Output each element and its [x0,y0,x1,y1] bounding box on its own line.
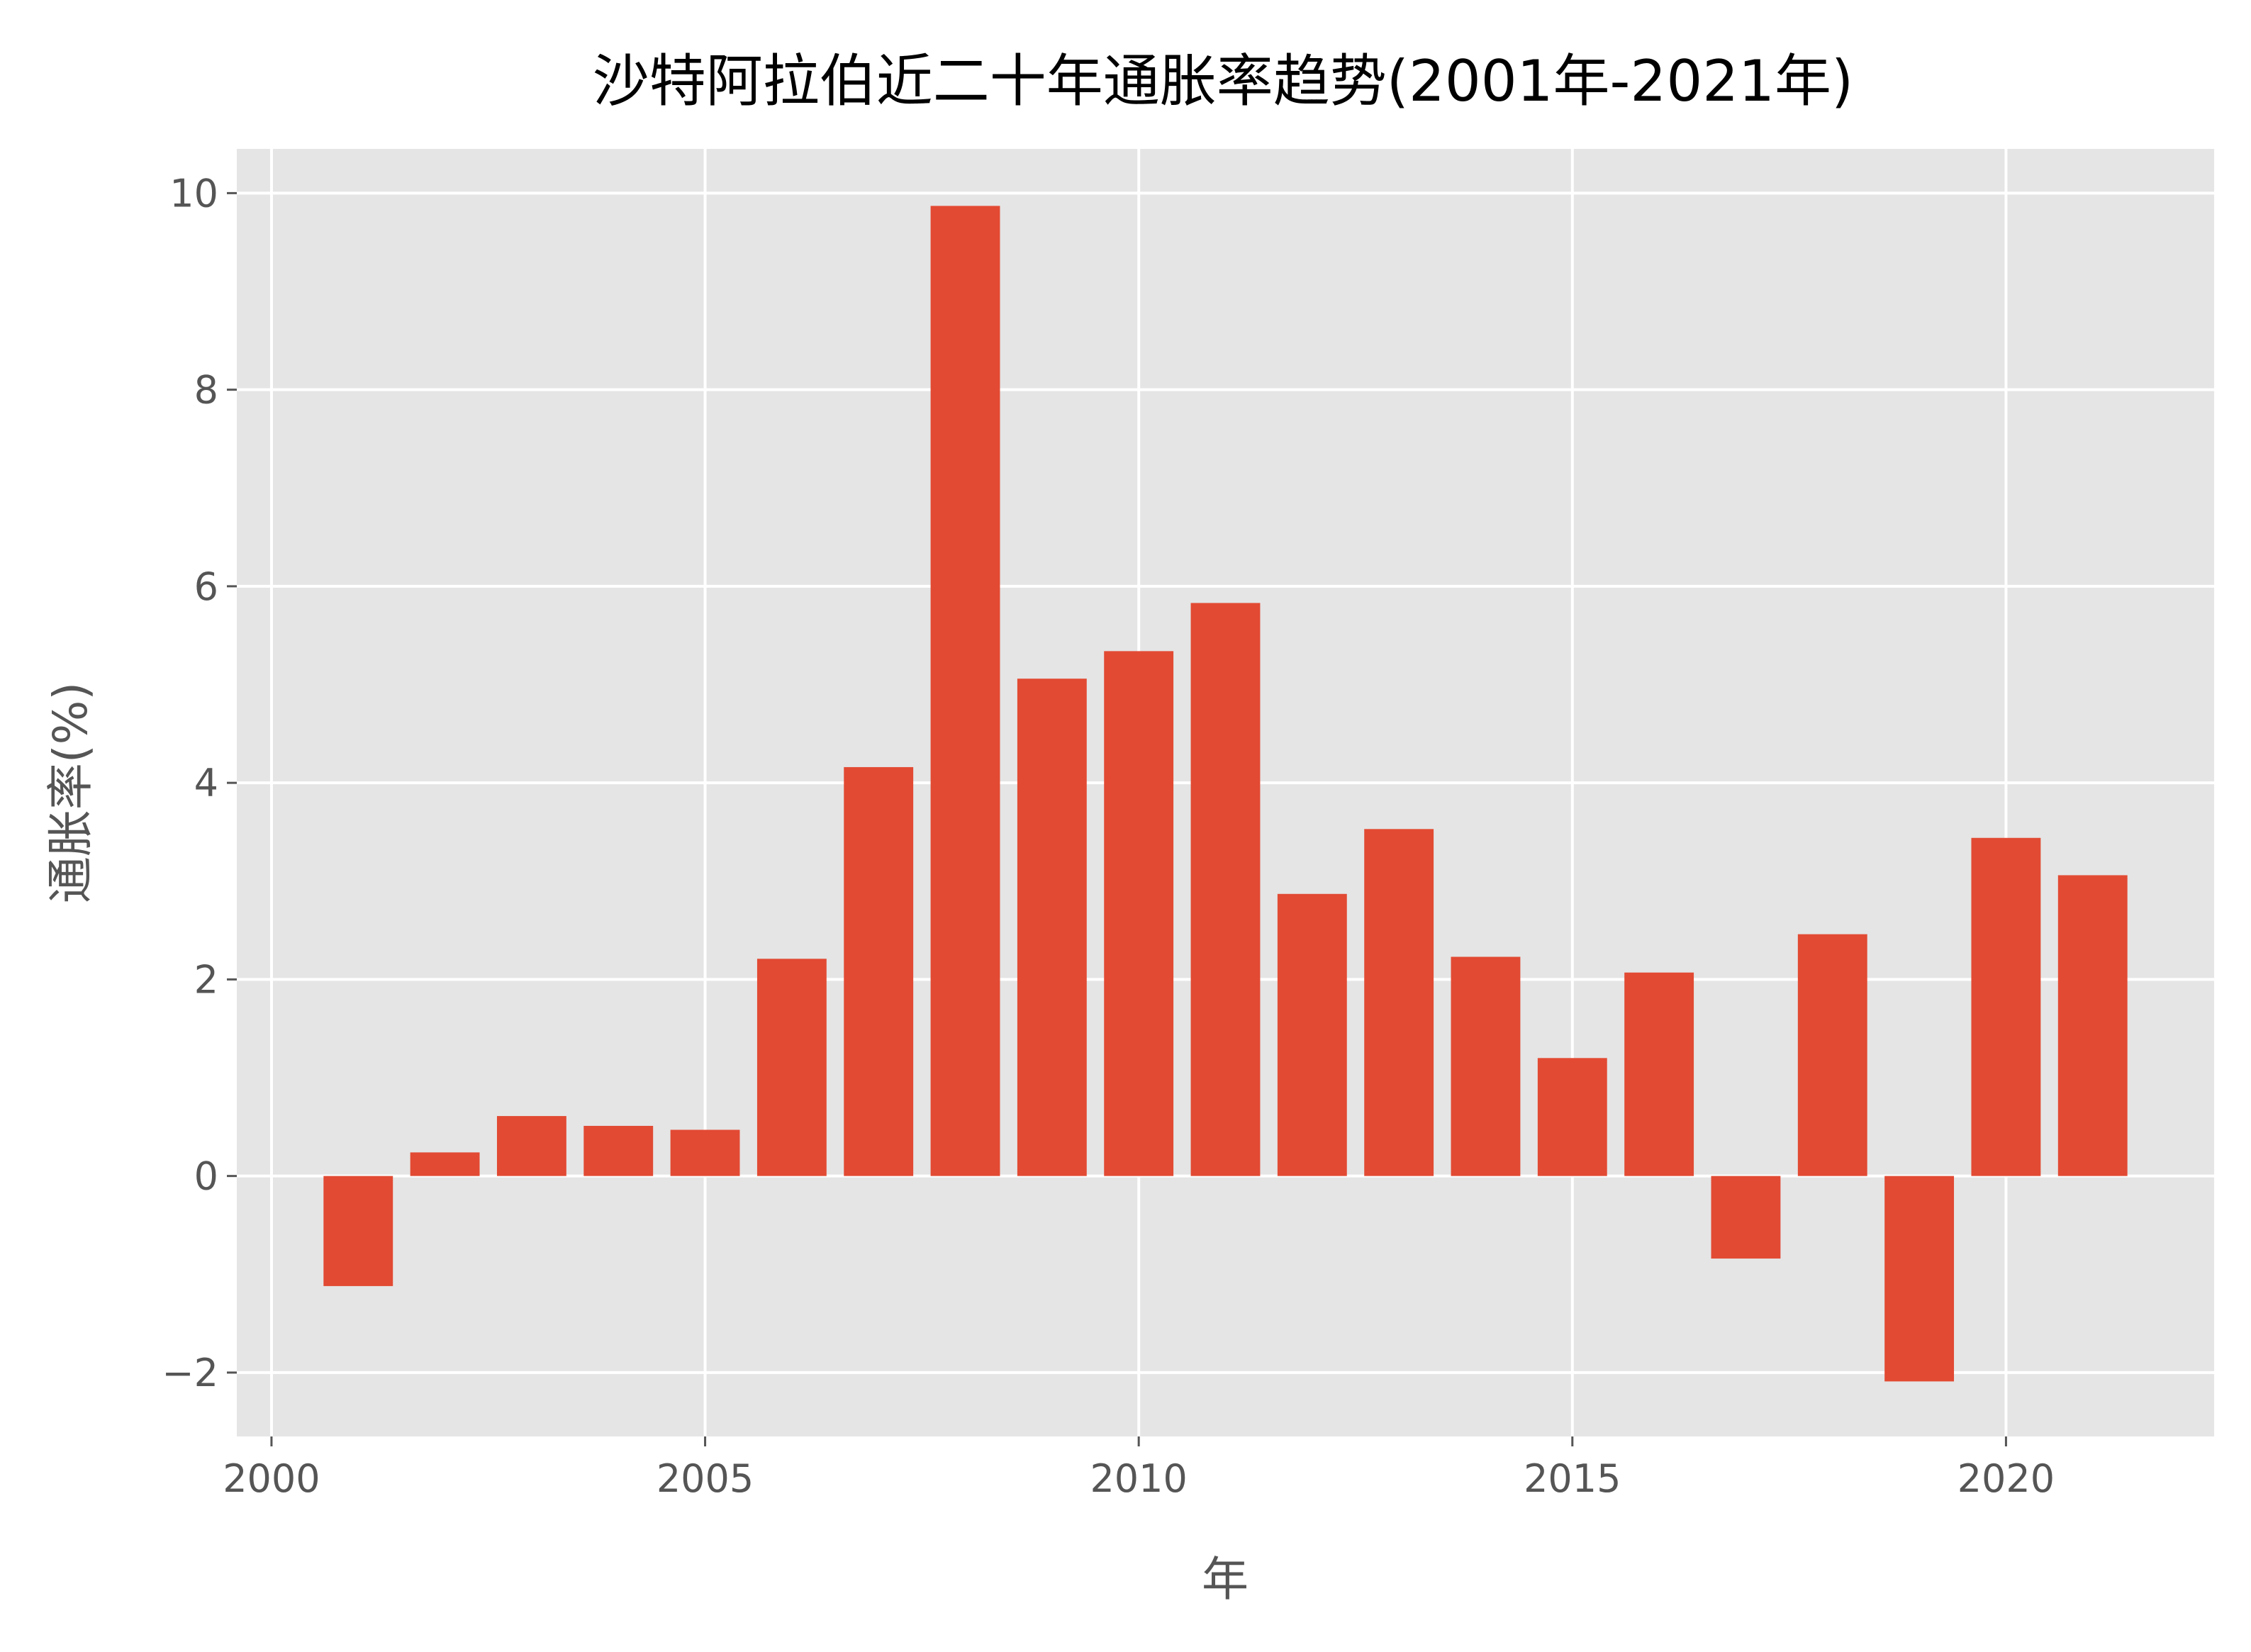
bar-2003 [496,1116,566,1176]
y-tick-label-3: 4 [194,761,218,805]
bar-2014 [1451,956,1521,1176]
bar-2012 [1277,893,1347,1176]
bar-2002 [410,1152,480,1176]
bar-2008 [930,206,1000,1176]
bar-2020 [1971,837,2041,1176]
bar-2021 [2057,875,2128,1176]
x-tick-label-4: 2020 [1957,1456,2055,1501]
bar-2009 [1017,679,1087,1176]
bar-2019 [1884,1176,1955,1382]
bar-2007 [844,766,914,1176]
bar-2017 [1711,1176,1781,1259]
bar-2011 [1190,603,1261,1176]
bar-2004 [583,1125,654,1176]
bar-2001 [323,1176,393,1286]
x-tick-label-0: 2000 [223,1456,320,1501]
bars [323,206,2128,1382]
y-tick-label-4: 6 [194,564,218,609]
y-tick-label-0: −2 [162,1351,218,1395]
y-tick-label-5: 8 [194,368,218,413]
x-axis-label: 年 [1202,1552,1249,1607]
bar-2016 [1624,972,1694,1176]
y-tick-label-1: 0 [194,1154,218,1199]
y-axis-label: 通胀率(%) [43,682,98,903]
bar-2010 [1104,651,1174,1176]
chart-title: 沙特阿拉伯近二十年通胀率趋势(2001年-2021年) [593,48,1853,114]
bar-2015 [1537,1058,1607,1176]
bar-2013 [1364,829,1434,1176]
y-tick-label-2: 2 [194,957,218,1002]
x-tick-label-1: 2005 [657,1456,754,1501]
axis-ticks: −2 0 2 4 6 8 10 2000 2005 2010 2015 2020 [162,171,2055,1501]
x-tick-label-2: 2010 [1090,1456,1187,1501]
bar-2005 [670,1129,740,1176]
bar-2018 [1797,934,1867,1176]
bar-2006 [756,959,827,1176]
y-tick-label-6: 10 [169,171,218,216]
x-tick-label-3: 2015 [1524,1456,1621,1501]
